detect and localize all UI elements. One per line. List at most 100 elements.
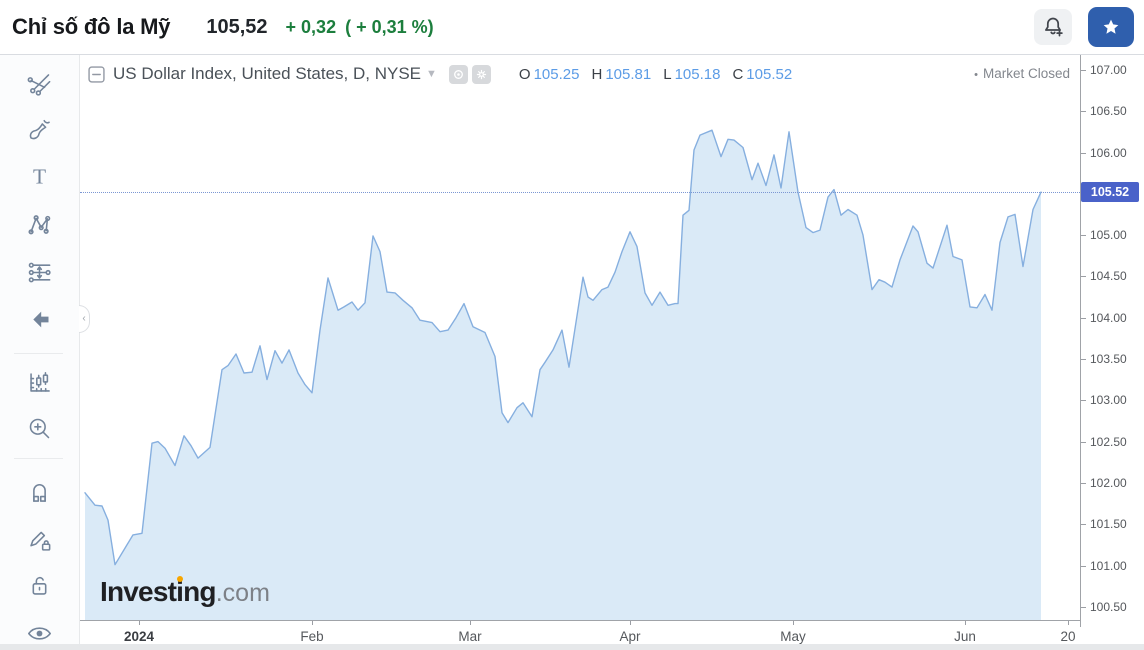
area-chart[interactable] [80, 55, 1080, 620]
low-value: 105.18 [674, 65, 721, 83]
zoom-in-icon [29, 418, 49, 438]
y-axis-tick [1081, 69, 1086, 71]
xabcd-pattern-icon [27, 214, 50, 234]
x-axis-label: 2024 [123, 629, 155, 644]
y-axis-label: 100.50 [1090, 599, 1127, 614]
caret-down-icon[interactable]: ▼ [426, 68, 437, 80]
toolbar-divider [14, 353, 63, 354]
area-fill [85, 130, 1041, 620]
square-minus-icon [88, 65, 105, 83]
svg-text:T: T [32, 164, 45, 188]
xabcd-pattern-tool[interactable] [16, 206, 62, 242]
price-scale[interactable]: 105.52 107.00 106.50 106.00 105.00 104.50 104… [1080, 55, 1144, 627]
page-header: Chỉ số đô la Mỹ 105,52 + 0,32 ( + 0,31 %… [0, 0, 1144, 55]
drawing-mode-lock-tool[interactable] [16, 521, 62, 557]
text-tool[interactable]: T [16, 158, 62, 194]
cross-trendline-icon [27, 73, 50, 96]
y-axis-tick [1081, 524, 1086, 526]
x-axis-tick [793, 621, 794, 625]
bars-pattern-icon [29, 371, 50, 392]
y-axis-tick [1081, 276, 1086, 278]
y-axis-label: 106.50 [1090, 104, 1127, 119]
arrow-tool[interactable] [16, 301, 62, 337]
symbol-title[interactable]: US Dollar Index, United States, D, NYSE [113, 64, 422, 83]
y-axis-tick [1081, 317, 1086, 319]
bell-plus-icon [1044, 17, 1063, 37]
page-title: Chỉ số đô la Mỹ [12, 14, 171, 39]
y-axis-label: 103.50 [1090, 352, 1127, 366]
price-line-series [84, 129, 1042, 566]
price-change-percent: ( + 0,31 %) [345, 16, 434, 37]
x-axis-label: Jun [954, 629, 976, 644]
bottom-strip [0, 644, 1144, 650]
x-axis-label: Mar [458, 629, 482, 644]
market-status-text: Market Closed [982, 66, 1070, 81]
magnet-tool[interactable] [16, 473, 62, 509]
x-axis-tick [139, 621, 140, 625]
market-status: • Market Closed [974, 66, 1070, 81]
x-axis-label: Feb [300, 629, 324, 644]
y-axis-tick [1081, 359, 1086, 360]
open-value: 105.25 [533, 65, 580, 83]
legend-collapse-button[interactable] [88, 65, 105, 83]
projection-tool[interactable] [16, 254, 62, 290]
y-axis-label: 107.00 [1090, 62, 1127, 77]
y-axis-tick [1081, 482, 1086, 484]
y-axis-label: 105.00 [1090, 228, 1127, 243]
y-axis-label: 101.50 [1090, 517, 1127, 532]
high-label: H [591, 65, 603, 83]
brush-tool[interactable] [16, 111, 62, 147]
status-dot-icon: • [974, 69, 978, 81]
last-price-line [80, 192, 1080, 194]
y-axis-label: 103.00 [1090, 393, 1127, 408]
x-axis-label: May [780, 629, 806, 644]
toolbar-divider [14, 458, 63, 459]
chart-legend: US Dollar Index, United States, D, NYSE … [88, 64, 792, 84]
gear-icon [476, 69, 487, 79]
open-label: O [518, 65, 531, 83]
current-price: 105,52 [206, 15, 268, 38]
y-axis-label: 104.50 [1090, 269, 1127, 284]
drawing-mode-lock-icon [29, 531, 50, 551]
star-icon [1103, 19, 1119, 34]
x-axis-tick [312, 621, 313, 625]
magnet-icon [32, 483, 46, 502]
low-label: L [663, 65, 672, 83]
y-axis-tick [1081, 152, 1086, 154]
y-axis-label: 102.00 [1090, 475, 1127, 490]
create-alert-button[interactable] [1034, 9, 1072, 45]
x-axis-tick [1068, 621, 1069, 625]
eye-icon [27, 626, 51, 640]
watermark-orange-dot: i [176, 576, 184, 607]
price-change: + 0,32 [285, 16, 337, 37]
x-axis-tick [965, 621, 966, 625]
chart-widget: T [0, 55, 1144, 650]
lock-all-tool[interactable] [16, 567, 62, 603]
y-axis-label: 106.00 [1090, 145, 1127, 160]
hide-drawings-tool[interactable] [16, 615, 62, 650]
watermark-domain: .com [215, 579, 270, 607]
cross-trendline-tool[interactable] [16, 66, 62, 102]
x-axis-tick [630, 621, 631, 625]
projection-icon [28, 262, 51, 282]
last-price-badge: 105.52 [1081, 182, 1139, 203]
text-icon: T [32, 164, 45, 188]
close-label: C [732, 65, 744, 83]
chart-pane[interactable]: US Dollar Index, United States, D, NYSE … [80, 55, 1080, 620]
high-value: 105.81 [605, 65, 652, 83]
zoom-in-tool[interactable] [16, 410, 62, 446]
arrow-left-icon [32, 311, 48, 327]
y-axis-tick [1081, 565, 1086, 567]
x-axis-tick [470, 621, 471, 625]
y-axis-label: 104.00 [1090, 310, 1127, 325]
legend-settings-button[interactable] [471, 64, 491, 84]
legend-visibility-button[interactable] [448, 64, 468, 84]
investing-watermark[interactable]: Investing.com [100, 576, 270, 608]
y-axis-tick [1081, 235, 1086, 237]
watermark-brand: Investing [100, 576, 217, 607]
bars-pattern-tool[interactable] [16, 364, 62, 400]
favorite-button[interactable] [1088, 7, 1134, 47]
x-axis-label: Apr [619, 629, 641, 644]
y-axis-tick [1081, 441, 1086, 443]
